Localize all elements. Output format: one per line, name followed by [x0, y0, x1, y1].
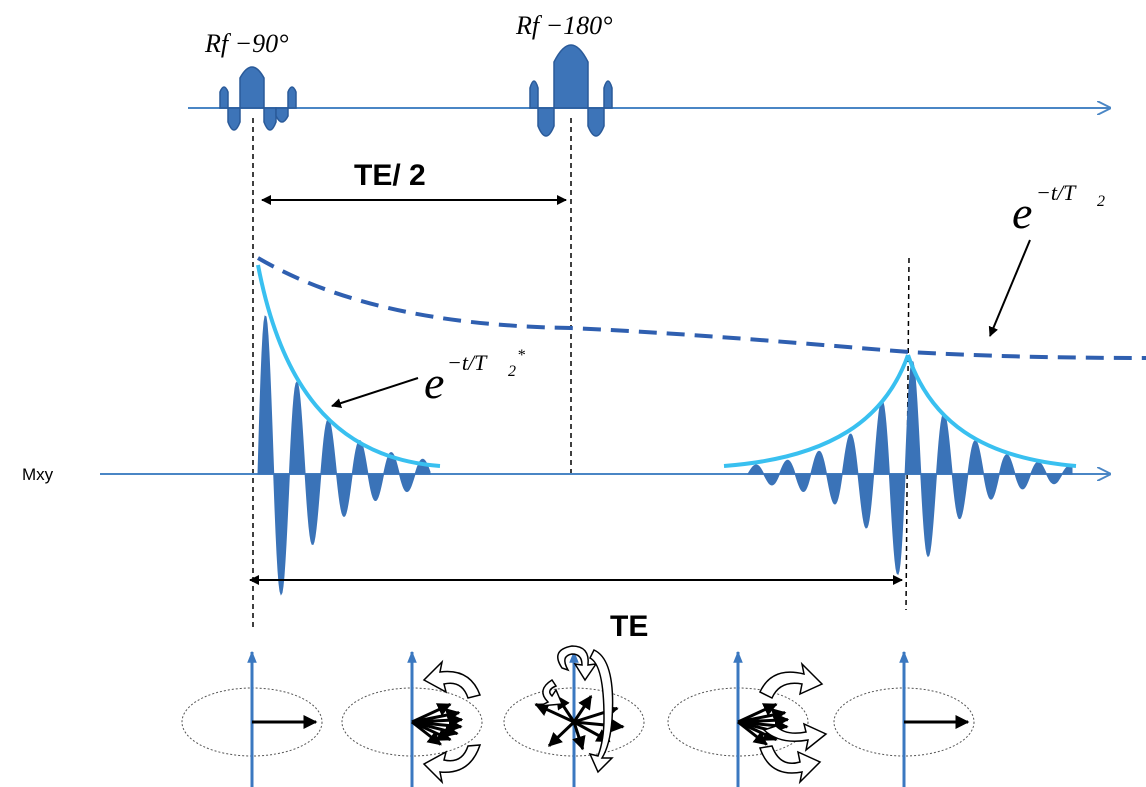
rotation-arrow-icon	[759, 661, 824, 700]
spin-arrow-icon	[573, 718, 625, 733]
t2star-envelope-echo-left	[723, 354, 910, 468]
rotation-arrow-icon	[539, 678, 564, 707]
fid-signal	[257, 315, 431, 596]
t2star-envelope-echo-right	[906, 354, 1077, 468]
svg-text:e: e	[1012, 187, 1032, 238]
spin-arrow-icon	[572, 695, 593, 723]
t2-label: e −t/T 2	[1012, 180, 1105, 238]
svg-text:e: e	[424, 357, 444, 408]
rotation-arrow-icon	[762, 722, 828, 752]
te-label: TE	[610, 610, 648, 643]
svg-text:2: 2	[1097, 193, 1105, 210]
t2star-pointer-arrow	[331, 377, 419, 408]
te-half-label: TE/ 2	[354, 159, 426, 192]
spin-arrow-icon	[572, 721, 586, 751]
spin-arrow-icon	[411, 702, 452, 724]
spin-arrow-icon	[737, 702, 778, 724]
spin-arrow-icon	[534, 702, 575, 724]
marker-echo	[905, 257, 910, 611]
svg-text:2: 2	[508, 363, 516, 380]
rotation-arrow-icon	[422, 659, 481, 699]
svg-text:*: *	[517, 347, 525, 364]
svg-text:−t/T: −t/T	[1036, 180, 1077, 205]
rf-180-label: Rf −180°	[515, 11, 613, 40]
svg-text:−t/T: −t/T	[447, 350, 488, 375]
rf-90-label: Rf −90°	[204, 29, 289, 58]
rotation-arrow-icon	[588, 649, 614, 774]
rotation-arrow-icon	[759, 745, 822, 785]
t2-decay-dashed-curve	[256, 256, 1146, 360]
echo-signal	[747, 360, 1073, 576]
t2star-envelope-fid	[256, 264, 441, 468]
mxy-label: Mxy	[22, 465, 54, 484]
t2-pointer-arrow	[988, 239, 1031, 337]
spin-arrow-icon	[737, 720, 768, 746]
spin-arrow-icon	[547, 720, 576, 747]
rotation-arrow-icon	[557, 645, 598, 682]
spin-phase-diagrams	[181, 645, 975, 787]
rf-90-pulse-icon	[219, 66, 297, 131]
spin-arrow-icon	[411, 720, 452, 742]
t2star-label: e −t/T 2 *	[424, 347, 525, 408]
rf-180-pulse-icon	[529, 44, 613, 137]
spin-arrow-icon	[411, 720, 442, 746]
spin-arrow-icon	[737, 720, 778, 742]
rotation-arrow-icon	[422, 744, 482, 785]
